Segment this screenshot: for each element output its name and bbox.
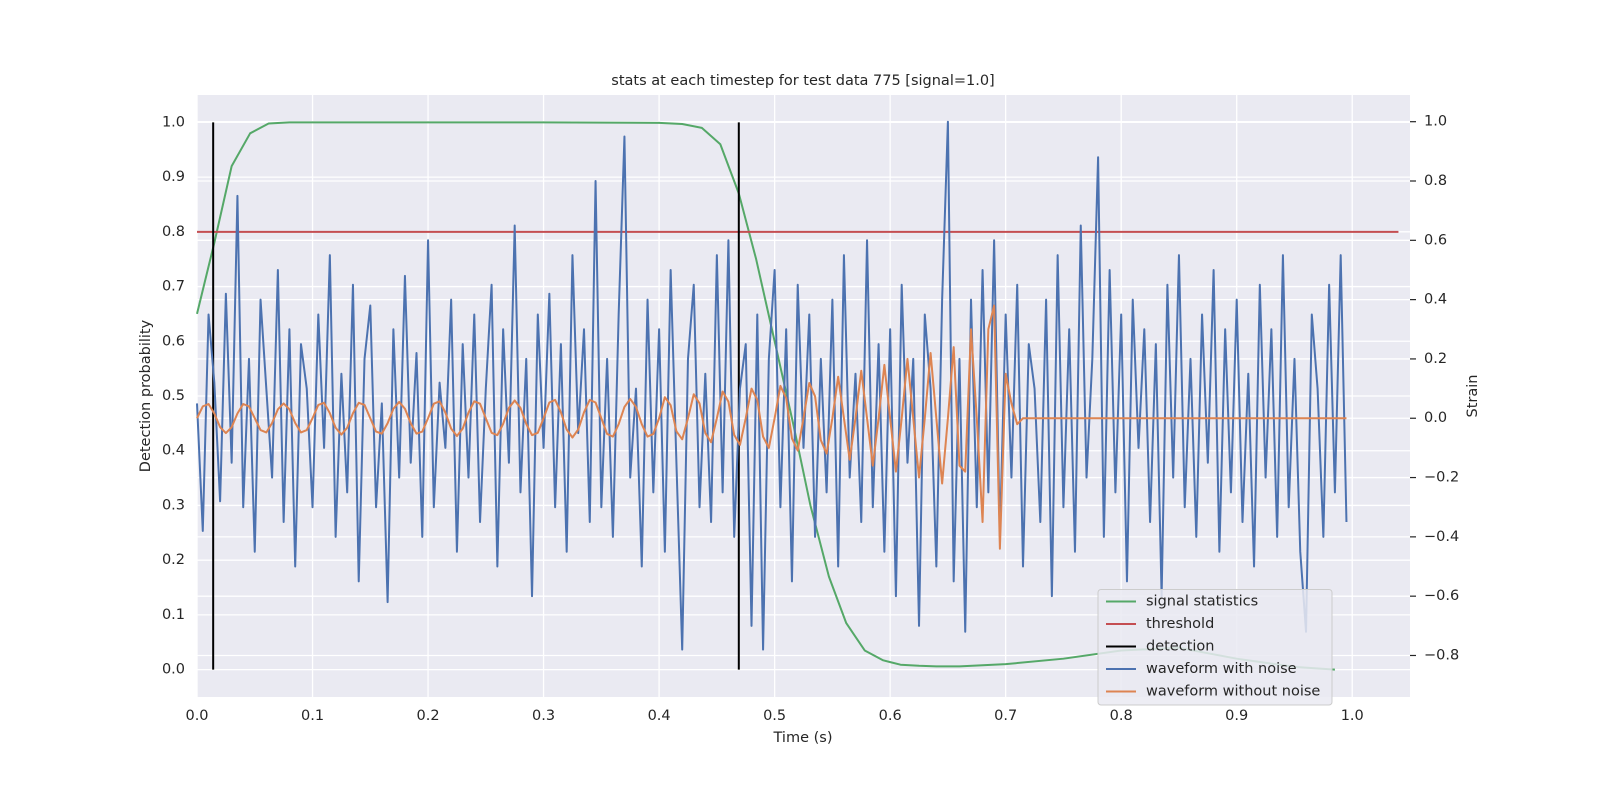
x-axis-label: Time (s) xyxy=(773,730,833,746)
legend: signal statistics threshold detection wavef… xyxy=(1097,589,1333,706)
y2-axis-label: Strain xyxy=(1465,375,1481,418)
legend-label: detection xyxy=(1146,639,1214,655)
series-line xyxy=(196,120,1348,651)
x-tick-label: 0.1 xyxy=(301,708,324,724)
y-tick-label: 0.1 xyxy=(162,607,185,623)
legend-label: waveform with noise xyxy=(1146,661,1297,677)
y2-tick-label: 0.6 xyxy=(1424,232,1447,248)
y-tick-label: 0.7 xyxy=(162,279,185,295)
x-tick-label: 0.4 xyxy=(648,708,671,724)
y2-tick-label: 1.0 xyxy=(1424,114,1447,130)
x-tick-label: 0.2 xyxy=(417,708,440,724)
series-line xyxy=(196,304,1347,550)
legend-label: threshold xyxy=(1146,616,1214,632)
legend-label: waveform without noise xyxy=(1146,684,1320,700)
x-tick-label: 1.0 xyxy=(1341,708,1364,724)
y-tick-label: 0.6 xyxy=(162,333,185,349)
x-tick-label: 0.7 xyxy=(994,708,1017,724)
y2-tick-label: −0.2 xyxy=(1424,470,1459,486)
y2-tick-label: 0.0 xyxy=(1424,410,1447,426)
series-line xyxy=(196,121,1335,671)
y2-tick-label: −0.6 xyxy=(1424,588,1459,604)
x-tick-label: 0.0 xyxy=(185,708,208,724)
y2-tick-label: 0.8 xyxy=(1424,173,1447,189)
y-tick-label: 0.5 xyxy=(162,388,185,404)
chart-title: stats at each timestep for test data 775… xyxy=(611,73,994,89)
x-tick-label: 0.6 xyxy=(879,708,902,724)
y-tick-label: 0.9 xyxy=(162,169,185,185)
y-tick-label: 0.3 xyxy=(162,497,185,513)
legend-box xyxy=(1097,589,1333,706)
x-tick-label: 0.5 xyxy=(763,708,786,724)
y-tick-label: 0.8 xyxy=(162,224,185,240)
y2-tick-label: −0.8 xyxy=(1424,647,1459,663)
y-tick-label: 0.0 xyxy=(162,662,185,678)
y-tick-label: 0.4 xyxy=(162,443,185,459)
y-axis-label: Detection probability xyxy=(138,319,154,472)
marks xyxy=(196,120,1399,671)
x-tick-label: 0.8 xyxy=(1110,708,1133,724)
x-tick-label: 0.9 xyxy=(1225,708,1248,724)
x-tick-label: 0.3 xyxy=(532,708,555,724)
y2-tick-label: 0.4 xyxy=(1424,292,1447,308)
y-tick-label: 0.2 xyxy=(162,552,185,568)
y2-tick-label: 0.2 xyxy=(1424,351,1447,367)
y2-tick-label: −0.4 xyxy=(1424,529,1459,545)
y-tick-label: 1.0 xyxy=(162,114,185,130)
legend-label: signal statistics xyxy=(1146,594,1258,610)
